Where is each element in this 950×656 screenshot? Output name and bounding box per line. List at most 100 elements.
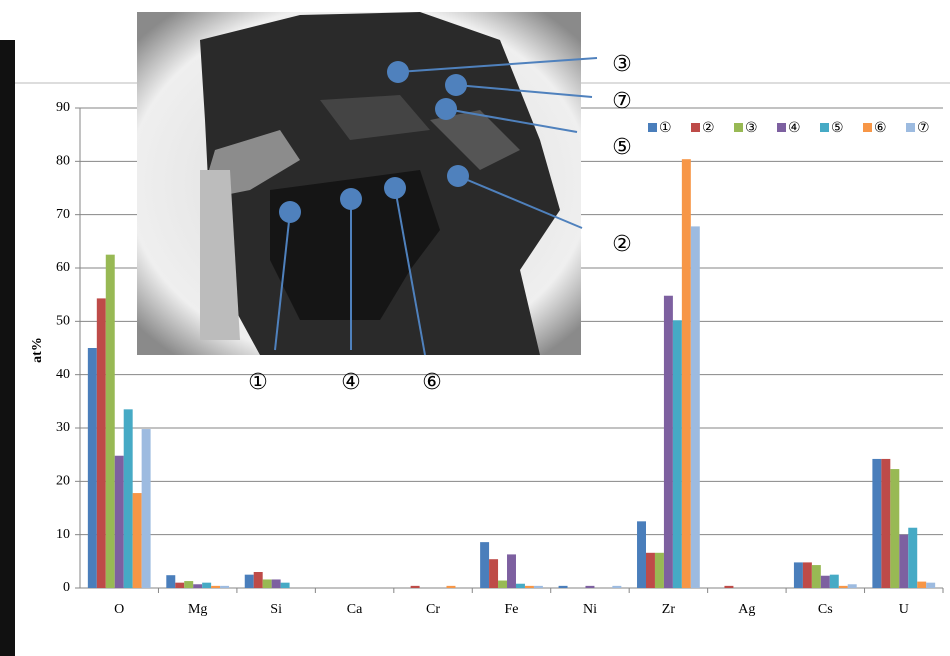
- bar: [166, 575, 175, 588]
- y-tick-label: 50: [56, 314, 70, 329]
- chart: at% 0102030405060708090OMgSiCaCrFeNiZrAg…: [0, 0, 950, 656]
- bar: [655, 553, 664, 588]
- bar: [794, 562, 803, 588]
- y-tick-label: 40: [56, 367, 70, 382]
- bar: [516, 584, 525, 588]
- bar: [724, 586, 733, 588]
- callout-dot: [340, 188, 362, 210]
- bar: [917, 582, 926, 588]
- bar: [254, 572, 263, 588]
- bar: [812, 565, 821, 588]
- callout-label: ⑤: [612, 135, 632, 160]
- bar: [637, 521, 646, 588]
- bar: [480, 542, 489, 588]
- callout-dot: [387, 61, 409, 83]
- bar: [142, 429, 151, 588]
- callout-dot: [447, 165, 469, 187]
- bar: [525, 586, 534, 588]
- legend-label: ⑥: [874, 120, 887, 136]
- legend-label: ③: [745, 120, 758, 136]
- x-tick-label: Ni: [583, 602, 597, 617]
- y-tick-label: 60: [56, 260, 70, 275]
- x-tick-label: Cs: [818, 602, 833, 617]
- bar: [97, 298, 106, 588]
- bar: [220, 586, 229, 588]
- bar: [124, 409, 133, 588]
- bar: [272, 579, 281, 588]
- x-tick-label: Zr: [662, 602, 676, 617]
- x-tick-label: Mg: [188, 602, 207, 617]
- callout-dot: [445, 74, 467, 96]
- bar: [926, 583, 935, 588]
- bar: [193, 584, 202, 588]
- callout-dot: [384, 177, 406, 199]
- callout-label: ⑦: [612, 89, 632, 114]
- bar: [881, 459, 890, 588]
- bar: [682, 159, 691, 588]
- y-tick-label: 90: [56, 100, 70, 115]
- legend-swatch: [863, 123, 872, 132]
- x-tick-label: Fe: [505, 602, 519, 617]
- callout-dot: [279, 201, 301, 223]
- x-tick-label: Si: [270, 602, 282, 617]
- bar: [202, 583, 211, 588]
- legend-label: ①: [659, 120, 672, 136]
- bar: [211, 586, 220, 588]
- x-tick-label: O: [114, 602, 124, 617]
- bar: [245, 575, 254, 588]
- legend-label: ④: [788, 120, 801, 136]
- legend-swatch: [820, 123, 829, 132]
- bar: [498, 581, 507, 588]
- bar: [507, 554, 516, 588]
- bar: [839, 586, 848, 588]
- bar: [872, 459, 881, 588]
- y-tick-label: 10: [56, 527, 70, 542]
- bar: [446, 586, 455, 588]
- bar: [830, 575, 839, 588]
- bar: [489, 559, 498, 588]
- page: at% 0102030405060708090OMgSiCaCrFeNiZrAg…: [0, 0, 950, 656]
- legend-swatch: [691, 123, 700, 132]
- bar: [899, 535, 908, 588]
- callout-label: ④: [341, 370, 361, 395]
- legend-swatch: [648, 123, 657, 132]
- callout-label: ③: [612, 52, 632, 77]
- bar: [175, 583, 184, 588]
- bar: [534, 586, 543, 588]
- y-tick-label: 70: [56, 207, 70, 222]
- x-tick-label: Ag: [738, 602, 755, 617]
- bar: [88, 348, 97, 588]
- bar: [673, 320, 682, 588]
- bar: [133, 493, 142, 588]
- y-tick-label: 30: [56, 420, 70, 435]
- y-tick-label: 80: [56, 154, 70, 169]
- x-tick-label: U: [899, 602, 909, 617]
- bar: [612, 586, 621, 588]
- bar: [848, 584, 857, 588]
- callout-label: ②: [612, 232, 632, 257]
- bar: [908, 528, 917, 588]
- left-strip: [0, 40, 15, 656]
- x-tick-label: Ca: [347, 602, 363, 617]
- bar: [691, 226, 700, 588]
- bar: [106, 255, 115, 588]
- bar: [115, 456, 124, 588]
- callout-dot: [435, 98, 457, 120]
- y-tick-label: 0: [63, 580, 70, 595]
- legend-swatch: [906, 123, 915, 132]
- bar: [646, 553, 655, 588]
- bar: [184, 581, 193, 588]
- y-axis-label: at%: [30, 337, 45, 363]
- bar: [263, 579, 272, 588]
- callout-label: ①: [248, 370, 268, 395]
- bar: [890, 469, 899, 588]
- bar: [411, 586, 420, 588]
- bar: [281, 583, 290, 588]
- bar: [821, 576, 830, 588]
- x-tick-label: Cr: [426, 602, 440, 617]
- legend-swatch: [734, 123, 743, 132]
- legend-label: ②: [702, 120, 715, 136]
- bar: [585, 586, 594, 588]
- callout-label: ⑥: [422, 370, 442, 395]
